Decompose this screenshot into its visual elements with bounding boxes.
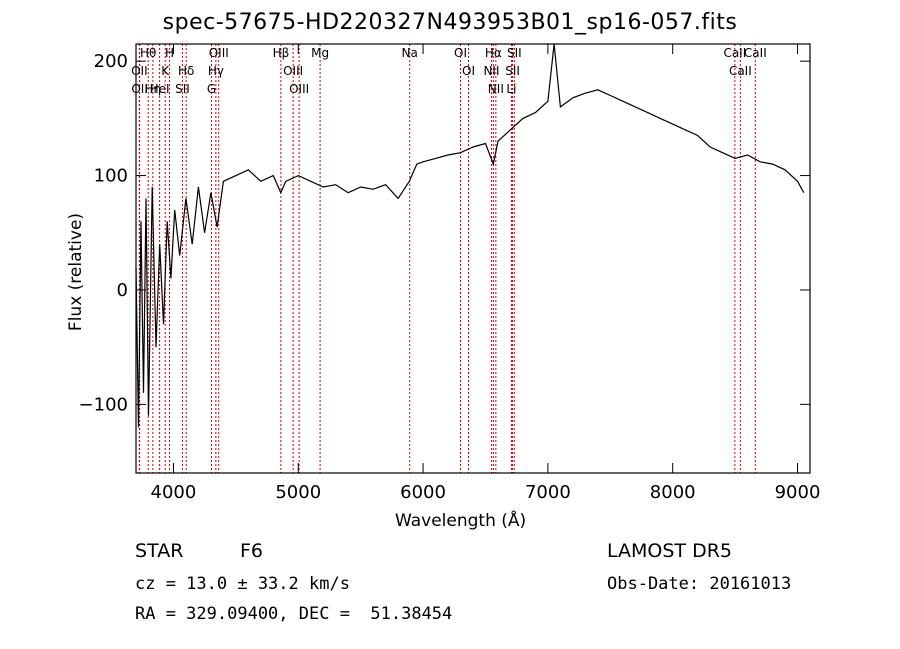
- chart-title: spec-57675-HD220327N493953B01_sp16-057.f…: [162, 10, 738, 35]
- survey-label: LAMOST DR5: [607, 540, 732, 562]
- line-label: OIII: [289, 82, 309, 96]
- line-label: HeI: [150, 82, 170, 96]
- x-tick-label: 6000: [400, 482, 446, 503]
- y-tick-label: 100: [94, 166, 128, 187]
- x-tick-label: 9000: [775, 482, 821, 503]
- redshift-cz: cz = 13.0 ± 33.2 km/s: [135, 574, 350, 594]
- line-label: Hβ: [273, 46, 290, 60]
- x-tick-label: 4000: [151, 482, 197, 503]
- obs-date: Obs-Date: 20161013: [607, 574, 792, 594]
- plot-frame: [135, 43, 811, 474]
- y-tick-label: 0: [117, 280, 128, 301]
- line-label: SII: [175, 82, 190, 96]
- coordinates: RA = 329.09400, DEC = 51.38454: [135, 604, 453, 624]
- x-tick-label: 8000: [650, 482, 696, 503]
- line-label: K: [161, 64, 170, 78]
- line-label: OI: [454, 46, 467, 60]
- object-class: STAR: [135, 540, 184, 562]
- y-axis-label: Flux (relative): [66, 212, 86, 332]
- x-axis-label: Wavelength (Å): [395, 511, 527, 531]
- line-label: Hδ: [178, 64, 194, 78]
- line-label: Hγ: [208, 64, 224, 78]
- y-tick-label: −100: [79, 394, 128, 415]
- x-tick-label: 7000: [525, 482, 571, 503]
- line-label: SII: [505, 64, 520, 78]
- line-label: G: [207, 82, 216, 96]
- line-label: CaII: [723, 46, 746, 60]
- line-label: Hα: [485, 46, 502, 60]
- line-label: SII: [507, 46, 522, 60]
- line-label: CaII: [729, 64, 752, 78]
- x-axis-ticks: 4000 5000 6000 7000 8000 9000: [151, 44, 821, 503]
- y-axis-ticks: −100 0 100 200: [79, 51, 810, 415]
- line-label: Li: [506, 82, 516, 96]
- x-tick-label: 5000: [275, 482, 321, 503]
- line-label: NII: [488, 82, 504, 96]
- line-label: Mg: [311, 46, 329, 60]
- line-label: Na: [402, 46, 418, 60]
- line-label: H: [165, 46, 174, 60]
- line-markers: [138, 44, 756, 473]
- line-label: Hθ: [140, 46, 156, 60]
- line-label: OIII: [283, 64, 303, 78]
- line-label: OII: [131, 64, 148, 78]
- line-label: Hη: [145, 82, 162, 96]
- line-label: CaII: [744, 46, 767, 60]
- line-label: NII: [483, 64, 499, 78]
- line-label: OIII: [209, 46, 229, 60]
- spectrum-series: [135, 43, 805, 428]
- object-subclass: F6: [240, 540, 264, 562]
- line-label: OI: [462, 64, 475, 78]
- y-tick-label: 200: [94, 51, 128, 72]
